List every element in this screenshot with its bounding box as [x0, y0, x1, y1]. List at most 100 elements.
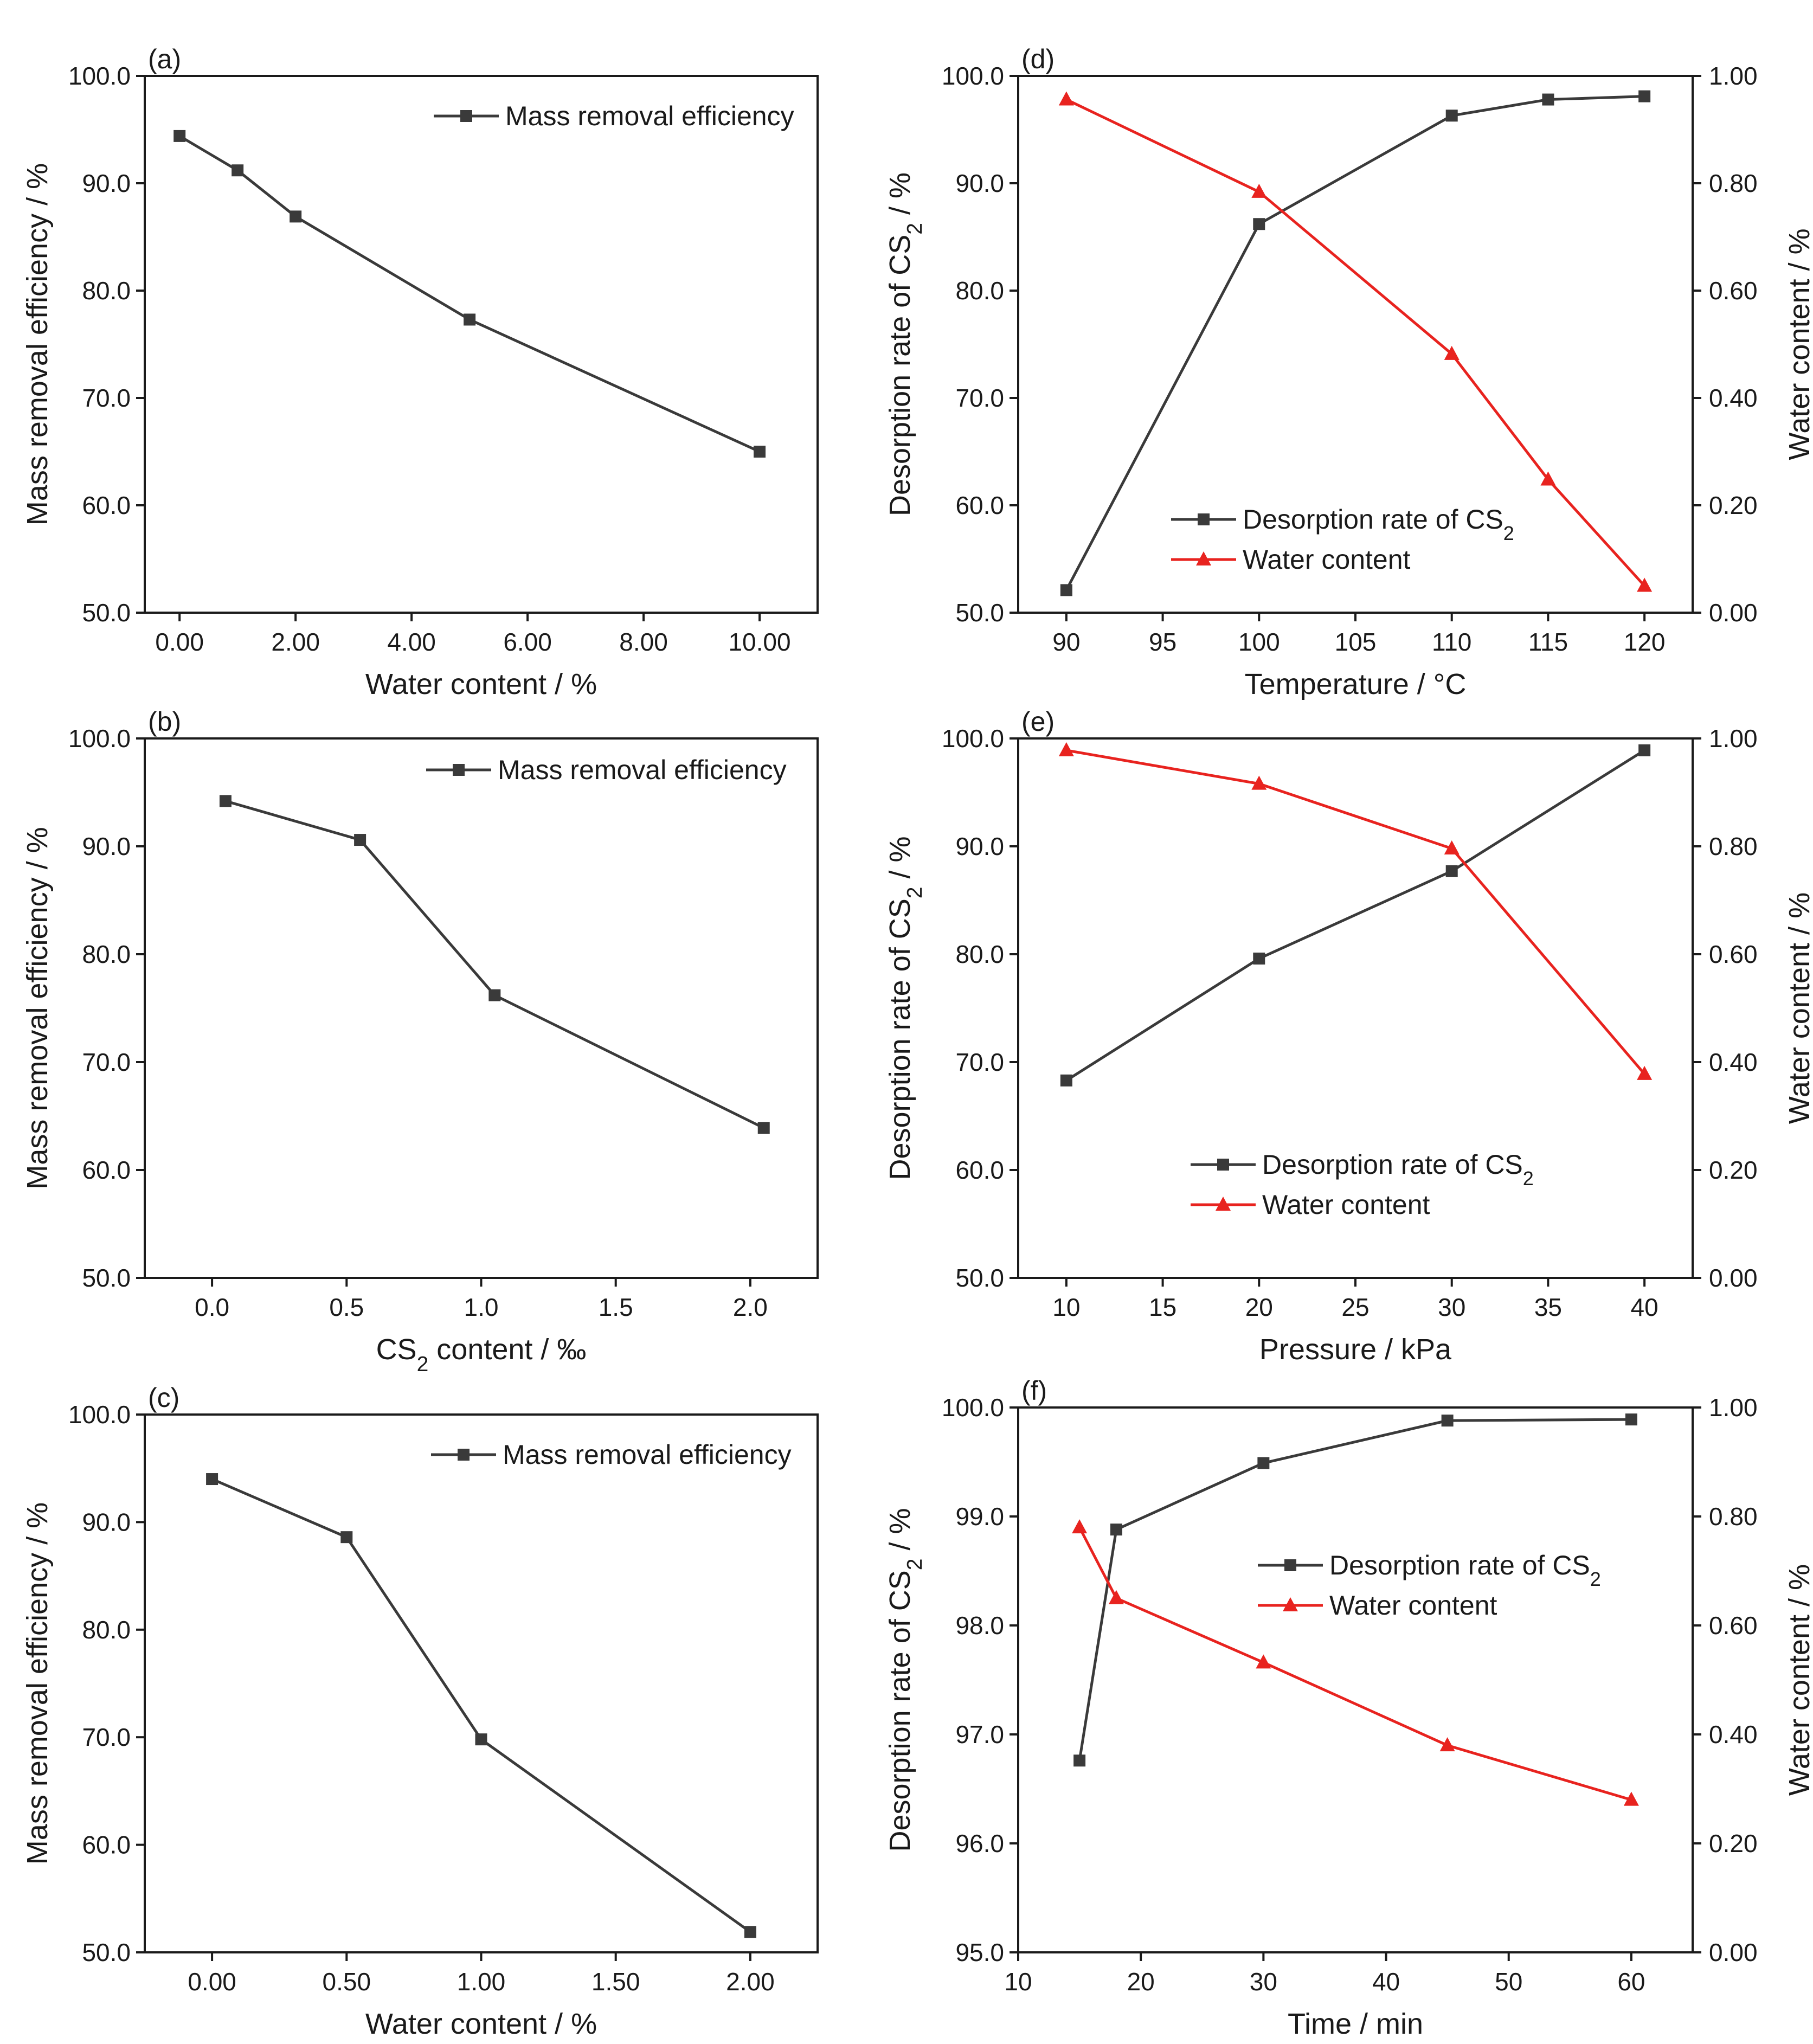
data-point: [1256, 1654, 1271, 1669]
x-tick-label: 15: [1149, 1293, 1176, 1321]
y2-axis-title: Water content / %: [1783, 228, 1813, 460]
y-axis-title: Mass removal efficiency / %: [21, 163, 54, 525]
data-point: [206, 1473, 218, 1486]
y-tick-label: 100.0: [68, 724, 131, 753]
y-axis-title: Mass removal efficiency / %: [21, 1502, 54, 1865]
legend-marker: [1196, 551, 1211, 565]
data-point: [1444, 345, 1460, 360]
x-tick-label: 0.00: [155, 628, 204, 656]
y-tick-label: 80.0: [82, 1616, 131, 1644]
x-tick-label: 2.0: [733, 1293, 768, 1321]
y-tick-label: 96.0: [955, 1829, 1004, 1857]
data-point: [1623, 1791, 1639, 1806]
data-point: [1637, 577, 1653, 592]
y-tick-label: 90.0: [955, 169, 1004, 197]
legend-label: Desorption rate of CS2: [1243, 504, 1514, 544]
y-axis-title: Desorption rate of CS2 / %: [884, 172, 927, 516]
data-point: [1445, 865, 1458, 877]
x-tick-label: 1.50: [592, 1968, 640, 1996]
y-tick-label: 90.0: [82, 832, 131, 860]
y-tick-label: 100.0: [68, 1400, 131, 1429]
x-tick-label: 35: [1534, 1293, 1562, 1321]
y2-tick-label: 1.00: [1709, 724, 1758, 753]
plot-frame: [1017, 1406, 1694, 1953]
series-line-0: [211, 1477, 751, 1933]
x-axis-title: Water content / %: [365, 2008, 597, 2040]
y2-axis-title: Water content / %: [1783, 1564, 1813, 1796]
data-point: [464, 313, 476, 326]
data-point: [744, 1926, 756, 1938]
y-tick-label: 70.0: [82, 1723, 131, 1751]
plot-frame: [144, 1413, 819, 1953]
panel-label: (b): [148, 706, 181, 737]
x-axis-title: Temperature / °C: [1245, 668, 1467, 700]
legend-marker: [1198, 513, 1210, 525]
y-tick-label: 80.0: [82, 940, 131, 968]
legend-label: Desorption rate of CS2: [1262, 1149, 1534, 1190]
y2-tick-label: 0.80: [1709, 832, 1758, 860]
x-tick-label: 6.00: [503, 628, 552, 656]
x-tick-label: 95: [1149, 628, 1176, 656]
legend-label: Desorption rate of CS2: [1329, 1550, 1601, 1590]
data-point: [1060, 584, 1072, 596]
y2-tick-label: 0.40: [1709, 1720, 1758, 1749]
data-point: [1441, 1415, 1454, 1427]
data-point: [1110, 1524, 1122, 1536]
data-point: [475, 1733, 487, 1746]
panel-label: (f): [1021, 1375, 1047, 1406]
data-point: [173, 130, 186, 142]
x-tick-label: 2.00: [726, 1968, 775, 1996]
y-tick-label: 50.0: [82, 1938, 131, 1966]
y-tick-label: 100.0: [68, 62, 131, 90]
y2-tick-label: 0.20: [1709, 491, 1758, 519]
data-point: [219, 795, 232, 807]
y-tick-label: 60.0: [82, 491, 131, 519]
data-point: [1060, 1074, 1072, 1087]
x-tick-label: 20: [1127, 1968, 1155, 1996]
panel-label: (a): [148, 44, 181, 74]
y2-tick-label: 0.40: [1709, 1048, 1758, 1076]
data-point: [1540, 471, 1556, 486]
legend-label: Water content: [1262, 1190, 1430, 1220]
data-point: [754, 446, 766, 458]
y-axis-title: Desorption rate of CS2 / %: [884, 1508, 927, 1852]
series-line-0: [1065, 749, 1645, 1082]
y-tick-label: 90.0: [82, 1508, 131, 1536]
data-point: [1073, 1754, 1086, 1767]
y2-tick-label: 0.00: [1709, 1264, 1758, 1292]
y-tick-label: 60.0: [82, 1156, 131, 1184]
series-line-0: [225, 800, 764, 1129]
y2-tick-label: 0.20: [1709, 1156, 1758, 1184]
data-point: [1439, 1737, 1455, 1752]
plot-frame: [144, 75, 819, 614]
data-point: [1257, 1457, 1270, 1469]
data-point: [354, 834, 367, 846]
x-tick-label: 40: [1631, 1293, 1658, 1321]
y-tick-label: 70.0: [82, 384, 131, 412]
y-tick-label: 60.0: [82, 1831, 131, 1859]
y-axis-title: Desorption rate of CS2 / %: [884, 837, 927, 1180]
y-tick-label: 60.0: [955, 1156, 1004, 1184]
y2-tick-label: 0.60: [1709, 277, 1758, 305]
y-tick-label: 97.0: [955, 1720, 1004, 1749]
y-tick-label: 95.0: [955, 1938, 1004, 1966]
legend-marker: [1284, 1559, 1296, 1571]
x-tick-label: 10: [1004, 1968, 1032, 1996]
data-point: [1637, 1065, 1653, 1080]
x-tick-label: 90: [1052, 628, 1080, 656]
x-tick-label: 0.5: [329, 1293, 364, 1321]
data-point: [1058, 742, 1074, 756]
legend-marker: [460, 110, 472, 122]
x-tick-label: 10.00: [728, 628, 790, 656]
x-axis-title: Water content / %: [365, 668, 597, 700]
y2-tick-label: 1.00: [1709, 1393, 1758, 1422]
y-tick-label: 80.0: [955, 277, 1004, 305]
data-point: [1253, 218, 1265, 230]
x-tick-label: 0.00: [188, 1968, 236, 1996]
legend-label: Mass removal efficiency: [503, 1439, 792, 1470]
x-tick-label: 30: [1438, 1293, 1465, 1321]
panel-e: 10 15 20 25 30 35 40 50.0 60.0 70.0 80.0 90.0 100.0 0…: [884, 706, 1813, 1366]
data-point: [1251, 183, 1267, 198]
data-point: [1108, 1590, 1124, 1604]
